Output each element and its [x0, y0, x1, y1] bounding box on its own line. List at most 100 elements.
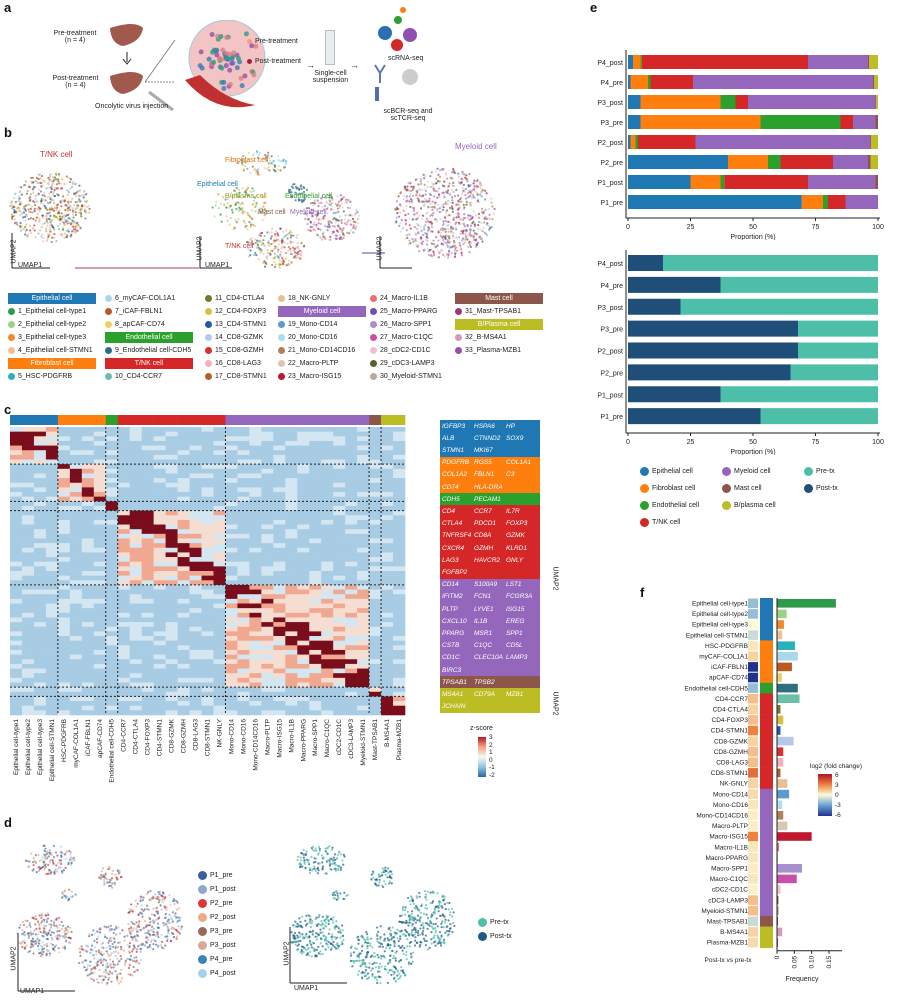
umap-point: [129, 954, 133, 958]
umap-point: [313, 210, 316, 213]
umap-point: [47, 913, 50, 917]
heatmap-cell: [93, 580, 107, 586]
heatmap-cell: [333, 450, 346, 456]
umap-point: [63, 236, 66, 239]
heatmap-cell: [357, 478, 370, 484]
heatmap-cell: [225, 450, 238, 456]
heatmap-cell: [213, 543, 226, 549]
umap-point: [278, 239, 282, 243]
umap-point: [278, 266, 281, 269]
heatmap-cell: [369, 538, 382, 544]
heatmap-cell: [201, 622, 214, 628]
umap-point: [99, 950, 103, 954]
umap-point: [45, 207, 48, 210]
heatmap-cell: [129, 510, 142, 516]
umap-point: [247, 255, 251, 258]
heatmap-cell: [45, 566, 59, 572]
umap-point: [472, 229, 475, 232]
legend-item: 13_CD4-STMN1: [205, 318, 300, 331]
heatmap-cell: [117, 487, 130, 493]
umap-point: [29, 198, 32, 202]
heatmap-cell: [369, 519, 382, 525]
heatmap-cell: [261, 626, 274, 632]
umap-point: [24, 204, 28, 207]
heatmap-cell: [189, 571, 202, 576]
umap-point: [253, 224, 257, 228]
heatmap-cell: [69, 529, 83, 535]
heatmap-cell: [249, 575, 262, 581]
heatmap-cell: [333, 677, 346, 683]
umap-point: [255, 172, 258, 175]
heatmap-cell: [141, 510, 154, 516]
fibroblast-umap-cluster: [235, 150, 288, 176]
cell-dot: [229, 56, 235, 62]
umap-point: [426, 211, 429, 214]
heatmap-cell: [69, 682, 83, 688]
legend-dot: [455, 308, 462, 315]
heatmap-cell: [21, 450, 35, 456]
umap-point: [24, 230, 27, 233]
heatmap-cell: [333, 557, 346, 563]
zscore-tick: -2: [489, 771, 495, 779]
umap-point: [428, 221, 431, 224]
umap-point: [453, 241, 456, 244]
heatmap-cell: [165, 589, 178, 595]
heatmap-cell: [321, 654, 334, 660]
heatmap-cell: [345, 617, 358, 623]
umap-point: [116, 869, 120, 873]
umap-point: [349, 200, 352, 203]
umap-point: [126, 944, 129, 947]
heatmap-cell: [153, 524, 166, 530]
heatmap-cell: [309, 468, 322, 474]
heatmap-cell: [201, 710, 214, 716]
heatmap-cell: [93, 557, 107, 563]
umap-point: [478, 200, 481, 204]
heatmap-cell: [213, 454, 226, 460]
heatmap-cell: [201, 663, 214, 669]
heatmap-cell: [369, 677, 382, 683]
umap-cluster: [98, 865, 123, 889]
heatmap-cell: [309, 668, 322, 674]
umap-point: [100, 943, 103, 946]
umap-point: [475, 186, 478, 189]
umap-point: [49, 933, 52, 937]
heatmap-cell: [141, 612, 154, 618]
umap-point: [414, 238, 417, 241]
heatmap-cell: [201, 510, 214, 516]
heatmap-cell: [357, 557, 370, 563]
heatmap-cell: [273, 645, 286, 651]
heatmap-cell: [381, 598, 394, 604]
heatmap-cell: [69, 580, 83, 586]
umap-point: [439, 228, 442, 231]
heatmap-cell: [10, 584, 23, 590]
heatmap-cell: [297, 631, 310, 637]
heatmap-cell: [93, 622, 107, 628]
umap-point: [180, 928, 183, 931]
umap-point: [420, 178, 423, 181]
heatmap-cell: [201, 566, 214, 572]
heatmap-cell: [213, 580, 226, 586]
marker-gene: CTLA4: [442, 520, 463, 528]
umap-point: [417, 224, 420, 227]
heatmap-cell: [345, 710, 358, 716]
heatmap-cell: [297, 668, 310, 674]
heatmap-cell: [285, 598, 298, 604]
heatmap-cell: [321, 427, 334, 432]
umap-point: [64, 940, 68, 943]
umap-point: [432, 183, 435, 186]
heatmap-cell: [141, 626, 154, 632]
umap-point: [336, 210, 339, 214]
zscore-colorbar: [478, 737, 486, 777]
heatmap-cell: [177, 529, 190, 535]
heatmap-cell: [369, 557, 382, 563]
heatmap-cell: [213, 584, 226, 590]
umap-point: [251, 187, 254, 190]
heatmap-cell: [285, 589, 298, 595]
heatmap-cell: [285, 445, 298, 451]
heatmap-cell: [345, 696, 358, 702]
umap-point: [37, 933, 40, 936]
heatmap-cell: [381, 505, 394, 511]
heatmap-cell: [201, 529, 214, 535]
umap-point: [285, 264, 288, 267]
umap-point: [294, 191, 297, 194]
